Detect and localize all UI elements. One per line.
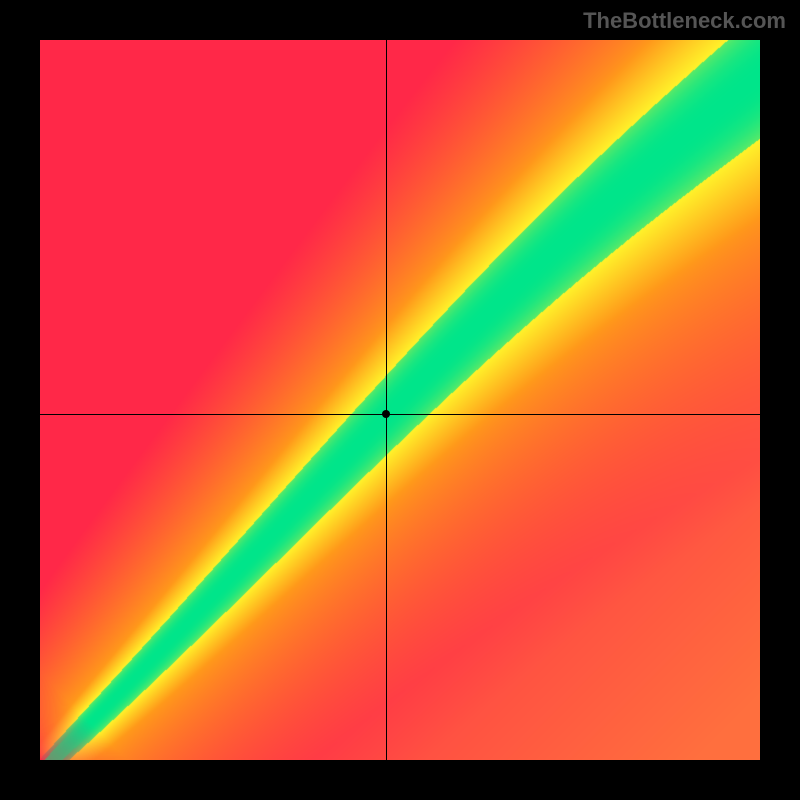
plot-area	[40, 40, 760, 760]
bottleneck-heatmap	[40, 40, 760, 760]
crosshair-horizontal	[40, 414, 760, 415]
crosshair-vertical	[386, 40, 387, 760]
watermark-text: TheBottleneck.com	[583, 8, 786, 34]
selection-marker	[382, 410, 390, 418]
